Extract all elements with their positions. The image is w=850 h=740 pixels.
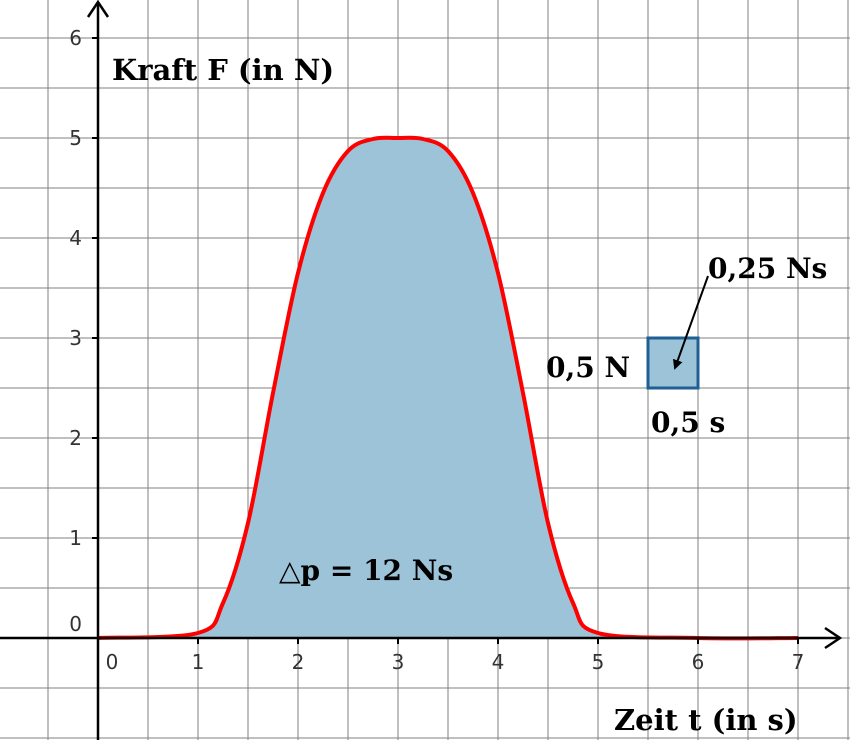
area-cell-box	[646, 336, 700, 390]
y-tick-label: 2	[69, 426, 82, 450]
x-tick-label: 6	[692, 650, 705, 674]
x-tick-label: 4	[492, 650, 505, 674]
y-axis-arrow	[86, 0, 110, 18]
y-axis-title: Kraft F (in N)	[112, 53, 334, 87]
area-cell-arrow	[672, 275, 709, 370]
y-tick-label: 5	[69, 126, 82, 150]
tick-labels: 0 1 2 3 4 5 6 7 0 1 2 3 4 5 6	[69, 26, 804, 674]
cell-height-label: 0,5 N	[546, 351, 630, 384]
y-tick-label: 1	[69, 526, 82, 550]
impulse-annotation: △p = 12 Ns	[279, 554, 453, 587]
y-tick-label: 6	[69, 26, 82, 50]
y-tick-label: 4	[69, 226, 82, 250]
x-tick-label: 5	[592, 650, 605, 674]
x-axis-title: Zeit t (in s)	[614, 703, 798, 737]
force-curve	[97, 135, 799, 641]
x-axis-arrow	[824, 626, 843, 650]
x-tick-label: 7	[792, 650, 805, 674]
area-cell-group	[646, 275, 709, 390]
impulse-area	[98, 137, 798, 639]
x-tick-label: 2	[292, 650, 305, 674]
x-tick-label: 3	[392, 650, 405, 674]
y-tick-label: 3	[69, 326, 82, 350]
area-cell-label: 0,25 Ns	[708, 252, 827, 285]
cell-width-label: 0,5 s	[651, 406, 725, 439]
x-tick-label: 0	[106, 650, 119, 674]
y-tick-label: 0	[69, 612, 82, 636]
x-tick-label: 1	[192, 650, 205, 674]
